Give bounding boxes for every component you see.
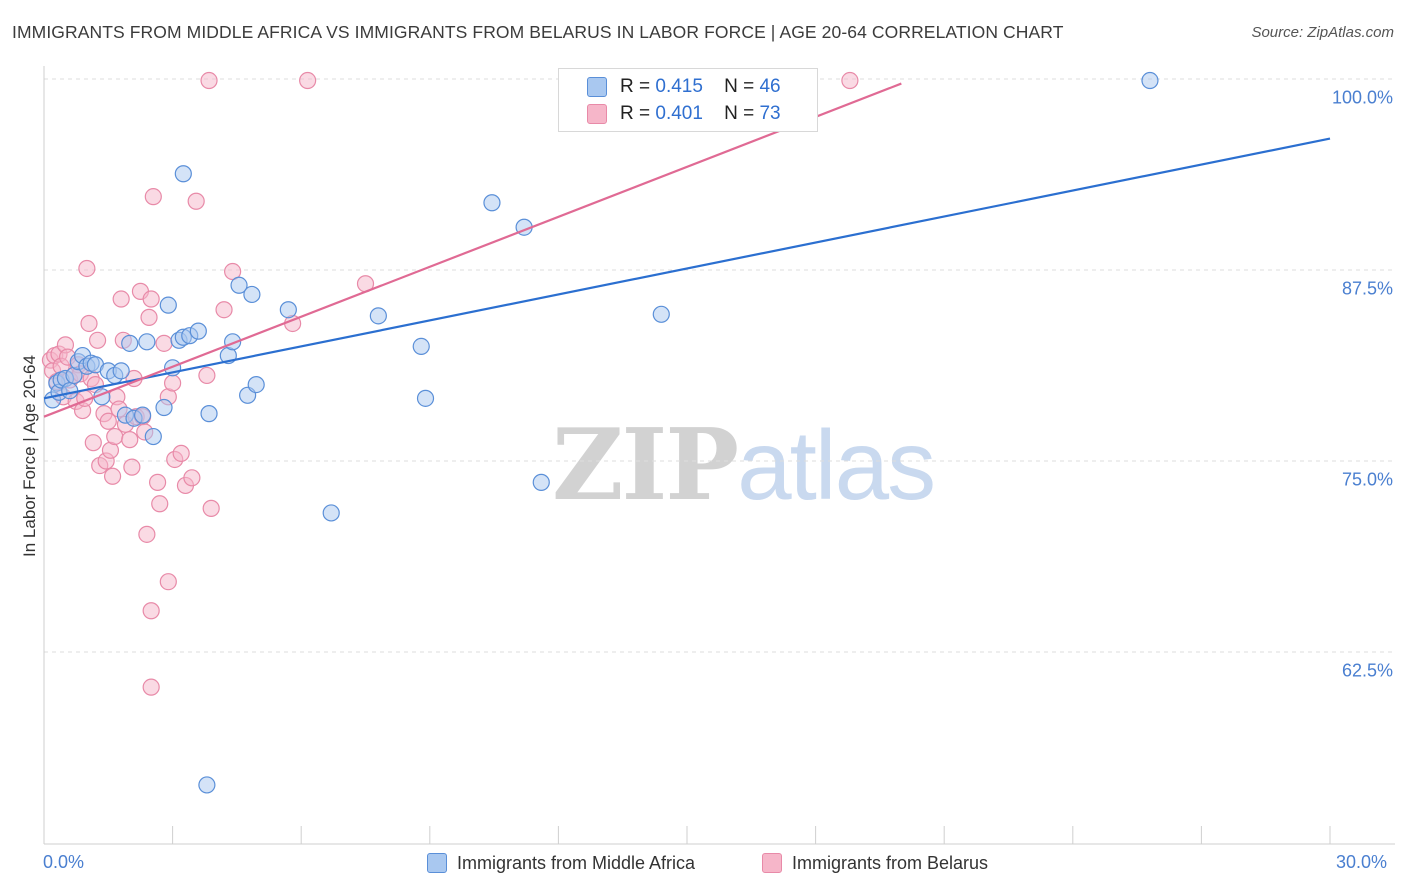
- legend-r-value: 0.415: [655, 76, 703, 97]
- bottom-legend-label: Immigrants from Belarus: [792, 852, 989, 873]
- middle-africa-point: [112, 362, 130, 380]
- legend-r-label: R =: [620, 103, 651, 124]
- middle-africa-point: [61, 382, 79, 400]
- middle-africa-point: [155, 398, 173, 417]
- belarus-point: [224, 262, 242, 281]
- axes: [43, 66, 1395, 845]
- belarus-points: [41, 71, 859, 696]
- middle-africa-point: [322, 504, 340, 522]
- belarus-point: [198, 366, 216, 385]
- legend-n-label: N =: [724, 76, 755, 97]
- legend-swatch-blue: [587, 77, 607, 97]
- belarus-point: [155, 334, 173, 352]
- middle-africa-point: [532, 473, 550, 491]
- belarus-point: [200, 71, 218, 90]
- belarus-point: [151, 495, 169, 513]
- middle-africa-point: [483, 194, 501, 212]
- belarus-point: [84, 434, 102, 452]
- belarus-point: [138, 525, 156, 543]
- belarus-point: [144, 188, 162, 206]
- bottom-legend-belarus: Immigrants from Belarus: [762, 851, 988, 875]
- middle-africa-point: [652, 305, 670, 323]
- belarus-point: [172, 444, 190, 462]
- belarus-point: [142, 678, 160, 696]
- middle-africa-point: [416, 389, 435, 407]
- legend-text: R = 0.415 N = 46: [620, 76, 781, 98]
- belarus-point: [123, 458, 141, 476]
- belarus-point: [99, 412, 117, 430]
- belarus-point: [142, 290, 160, 308]
- x-tick-min: 0.0%: [43, 852, 85, 872]
- y-axis-label: In Labor Force | Age 20-64: [20, 355, 39, 557]
- legend-text: R = 0.401 N = 73: [620, 103, 781, 125]
- y-tick-label: 75.0%: [1341, 469, 1393, 490]
- middle-africa-point: [174, 165, 192, 183]
- belarus-point: [164, 374, 182, 392]
- belarus-point: [187, 192, 205, 210]
- legend-r-value: 0.401: [655, 103, 703, 124]
- legend-n-label: N =: [724, 103, 755, 124]
- bottom-legend-swatch-pink: [762, 853, 782, 873]
- middle-africa-point: [412, 337, 430, 355]
- bottom-legend-middle-africa: Immigrants from Middle Africa: [427, 851, 695, 875]
- belarus-point: [148, 473, 167, 491]
- middle-africa-point: [159, 296, 177, 314]
- bottom-legend-label: Immigrants from Middle Africa: [457, 852, 696, 873]
- belarus-point: [299, 71, 317, 90]
- middle-africa-point: [189, 322, 207, 340]
- belarus-point: [183, 469, 201, 487]
- belarus-point: [215, 301, 233, 319]
- middle-africa-point: [1141, 71, 1159, 90]
- belarus-point: [78, 259, 96, 278]
- belarus-point: [80, 314, 98, 333]
- belarus-trend-line: [43, 82, 902, 418]
- legend-swatch-pink: [587, 104, 607, 124]
- middle-africa-point: [198, 776, 216, 794]
- middle-africa-point: [247, 376, 265, 394]
- legend-n-value: 46: [759, 76, 781, 97]
- legend-r-label: R =: [620, 76, 651, 97]
- middle-africa-point: [133, 406, 152, 424]
- belarus-point: [121, 431, 139, 449]
- x-tick-max: 30.0%: [1336, 852, 1388, 872]
- middle-africa-point: [200, 405, 218, 423]
- source-label: Source: ZipAtlas.com: [1251, 24, 1394, 41]
- middle-africa-trend-line: [43, 137, 1331, 400]
- middle-africa-point: [138, 333, 156, 351]
- belarus-point: [202, 499, 220, 517]
- belarus-point: [88, 331, 107, 349]
- belarus-point: [159, 573, 177, 591]
- belarus-point: [140, 308, 158, 326]
- bottom-legend-swatch-blue: [427, 853, 447, 873]
- middle-africa-point: [243, 285, 261, 304]
- middle-africa-points: [43, 71, 1159, 794]
- middle-africa-point: [144, 427, 162, 446]
- belarus-point: [103, 467, 122, 485]
- grid-lines: [44, 78, 1395, 653]
- y-tick-label: 62.5%: [1341, 660, 1393, 681]
- middle-africa-point: [369, 307, 387, 325]
- y-tick-label: 100.0%: [1331, 87, 1393, 108]
- middle-africa-point: [121, 334, 139, 352]
- middle-africa-point: [279, 301, 297, 319]
- chart-title: IMMIGRANTS FROM MIDDLE AFRICA VS IMMIGRA…: [12, 22, 1064, 42]
- belarus-point: [112, 290, 130, 308]
- belarus-point: [841, 71, 859, 90]
- y-tick-label: 87.5%: [1341, 278, 1393, 299]
- legend: R = 0.415 N = 46 R = 0.401 N = 73: [558, 68, 818, 132]
- middle-africa-point: [230, 276, 248, 294]
- trend-lines: [43, 82, 1331, 418]
- belarus-point: [142, 602, 160, 620]
- legend-n-value: 73: [759, 103, 781, 124]
